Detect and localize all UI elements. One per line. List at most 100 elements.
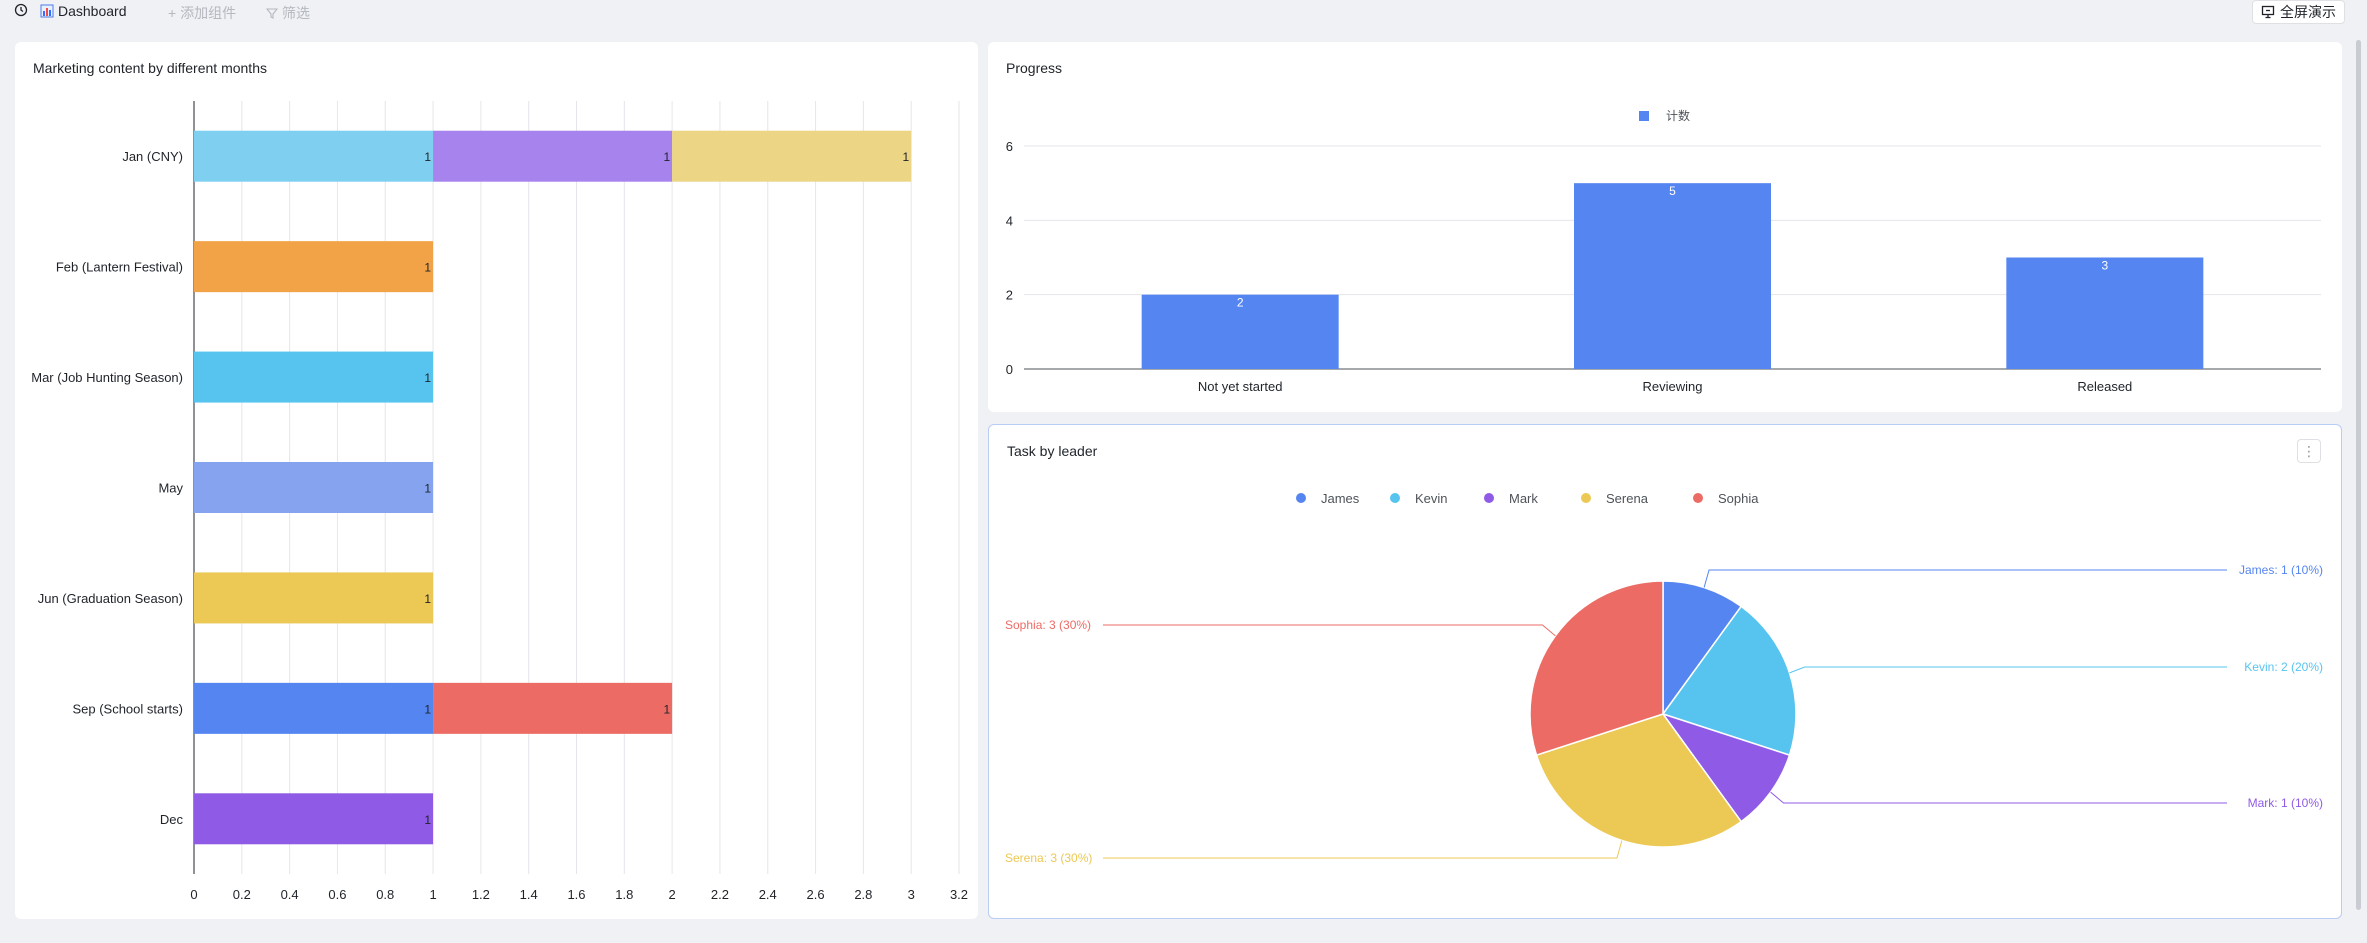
x-tick-label: 0.4 [281,887,299,902]
bar-value-label: 1 [424,592,431,606]
x-tick-label: 0.8 [376,887,394,902]
legend-label: Kevin [1415,491,1448,506]
legend-item[interactable]: Kevin [1390,491,1448,506]
x-category-label: Not yet started [1198,379,1283,394]
pie-leader-line [1770,791,2227,804]
y-category-label: Jun (Graduation Season) [38,591,183,606]
x-tick-label: 2.8 [854,887,872,902]
bar-segment[interactable] [672,130,912,182]
y-tick-label: 6 [1006,139,1013,154]
x-tick-label: 0 [190,887,197,902]
bar-segment[interactable] [194,682,434,734]
x-tick-label: 1 [429,887,436,902]
x-tick-label: 0.6 [328,887,346,902]
legend-item[interactable]: Mark [1484,491,1538,506]
pie-slice[interactable] [1535,713,1743,848]
x-tick-label: 1.2 [472,887,490,902]
y-category-label: Sep (School starts) [72,701,183,716]
bar-chart-icon [40,4,54,18]
bar-value-label: 1 [424,482,431,496]
pie-slice[interactable] [1661,712,1791,823]
more-options-icon[interactable]: ⋮ [2297,439,2321,463]
legend-dot [1390,493,1400,503]
bar-value-label: 3 [2101,259,2108,273]
tasks-title: Task by leader [1007,443,1098,459]
add-widget-label: 添加组件 [180,5,237,21]
vertical-scrollbar[interactable] [2356,40,2361,910]
y-category-label: Dec [160,812,184,827]
marketing-chart: 0 0.2 0.4 0.6 0.8 1 1.2 1.4 1.6 1.8 2 2.2 2.4 2.6 2.8 3… [31,101,968,902]
x-tick-label: 3 [908,887,915,902]
legend-dot [1693,493,1703,503]
bar-value-label: 1 [424,813,431,827]
pie-leader-line [1703,569,2227,588]
progress-card[interactable]: Progress 计数 0 2 4 6 2 Not yet started 5 Reviewin… [988,42,2342,412]
pie-leader-line [1103,624,1556,637]
dashboard-title: Dashboard [58,3,127,19]
x-tick-label: 1.8 [615,887,633,902]
tasks-chart: James Kevin Mark Serena Sophia James: 1 (10%)… [1005,491,2323,865]
y-category-label: Feb (Lantern Festival) [56,260,183,275]
legend-label: Mark [1509,491,1538,506]
legend-item[interactable]: James [1296,491,1360,506]
add-widget-button[interactable]: + 添加组件 [168,3,236,23]
y-tick-label: 2 [1006,288,1013,303]
legend-item[interactable]: Sophia [1693,491,1759,506]
legend[interactable]: 计数 [1639,108,1690,123]
x-tick-label: 3.2 [950,887,968,902]
presentation-icon [2261,5,2275,19]
x-tick-label: 1.6 [567,887,585,902]
marketing-card[interactable]: Marketing content by different months 0 0… [15,42,978,919]
x-tick-label: 1.4 [520,887,538,902]
plus-icon: + [168,5,177,21]
top-toolbar: Dashboard + 添加组件 筛选 全屏演示 [0,0,2367,26]
present-label: 全屏演示 [2280,4,2336,20]
x-category-label: Released [2077,379,2132,394]
pie-slice-label: Serena: 3 (30%) [1005,851,1092,865]
x-category-label: Reviewing [1643,379,1703,394]
legend-dot [1484,493,1494,503]
tasks-card[interactable]: Task by leader ⋮ James Kevin Mark Serena Sop… [988,424,2342,919]
bar-value-label: 1 [424,261,431,275]
y-category-label: May [158,481,183,496]
pie-slice-label: Mark: 1 (10%) [2248,796,2323,810]
x-tick-label: 2.6 [807,887,825,902]
pie-slice[interactable] [1661,605,1797,757]
bar-value-label: 1 [424,702,431,716]
pie-slice-label: James: 1 (10%) [2239,563,2323,577]
bar-segment[interactable] [194,462,434,513]
bar-segment[interactable] [433,130,673,182]
bar-value-label: 1 [424,371,431,385]
legend-item[interactable]: Serena [1581,491,1649,506]
present-button[interactable]: 全屏演示 [2252,0,2345,24]
progress-bar[interactable] [1574,183,1771,369]
pie-slice[interactable] [1662,580,1743,717]
bar-segment[interactable] [194,351,434,403]
filter-icon [266,8,278,19]
pie-slice-label: Sophia: 3 (30%) [1005,618,1091,632]
pie-leader-line [1789,666,2227,674]
progress-bar[interactable] [1141,294,1339,369]
marketing-title: Marketing content by different months [33,60,267,76]
legend-label: Serena [1606,491,1649,506]
progress-title: Progress [1006,60,1063,76]
bar-segment[interactable] [194,241,434,293]
bar-segment[interactable] [194,572,434,624]
history-icon[interactable] [14,3,28,17]
bar-segment[interactable] [433,682,673,734]
progress-bar[interactable] [2006,257,2204,370]
bar-segment[interactable] [194,793,434,845]
bar-segment[interactable] [194,130,434,182]
x-tick-label: 2.2 [711,887,729,902]
pie-slice-label: Kevin: 2 (20%) [2244,660,2323,674]
pie-slice[interactable] [1529,580,1664,757]
legend-swatch [1639,111,1649,121]
bar-value-label: 1 [424,150,431,164]
legend-dot [1296,493,1306,503]
legend-label: Sophia [1718,491,1759,506]
y-category-label: Mar (Job Hunting Season) [31,370,183,385]
filter-button[interactable]: 筛选 [266,3,310,23]
bar-value-label: 1 [663,150,670,164]
dashboard-tab[interactable]: Dashboard [40,3,127,19]
pie-leader-line [1103,840,1623,859]
